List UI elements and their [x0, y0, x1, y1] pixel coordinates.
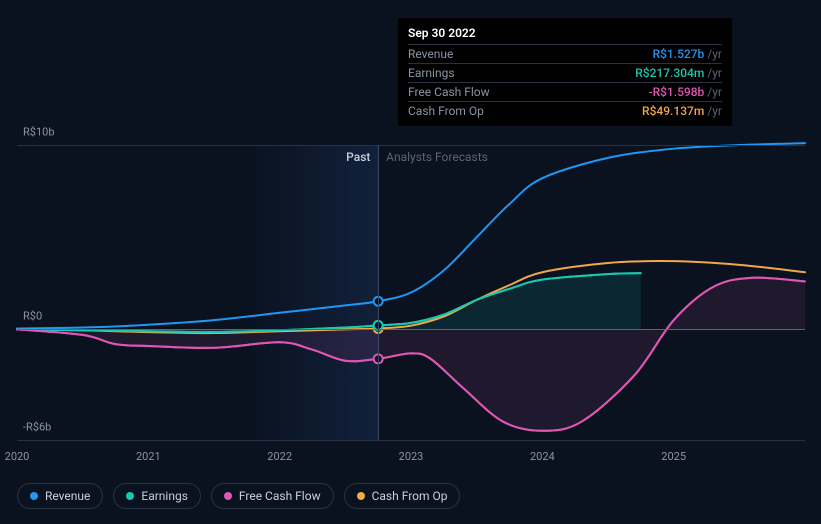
y-axis-label: -R$6b — [23, 421, 51, 434]
legend-item-earnings[interactable]: Earnings — [113, 483, 201, 509]
x-axis-label: 2021 — [136, 450, 161, 463]
x-axis-label: 2020 — [5, 450, 30, 463]
tooltip-unit: /yr — [707, 66, 722, 80]
chart-tooltip: Sep 30 2022 Revenue R$1.527b/yr Earnings… — [398, 18, 732, 126]
tooltip-metric-label: Free Cash Flow — [408, 85, 508, 99]
tooltip-metric-label: Earnings — [408, 66, 508, 80]
y-axis-label: R$0 — [23, 310, 42, 323]
tooltip-unit: /yr — [707, 85, 722, 99]
chart-svg — [17, 145, 805, 440]
tooltip-unit: /yr — [707, 47, 722, 61]
tooltip-date: Sep 30 2022 — [408, 24, 722, 44]
legend-dot-icon — [30, 492, 38, 500]
legend-dot-icon — [357, 492, 365, 500]
tooltip-metric-label: Cash From Op — [408, 104, 508, 118]
legend-item-revenue[interactable]: Revenue — [17, 483, 103, 509]
gridline — [17, 440, 805, 441]
legend-label: Free Cash Flow — [239, 489, 321, 503]
tooltip-metric-label: Revenue — [408, 47, 508, 61]
chart-legend: Revenue Earnings Free Cash Flow Cash From O… — [17, 483, 460, 509]
gridline — [17, 329, 805, 330]
current-date-line — [378, 145, 379, 440]
tooltip-metric-value: R$1.527b — [653, 47, 705, 61]
tooltip-row: Free Cash Flow -R$1.598b/yr — [408, 82, 722, 101]
forecast-label: Analysts Forecasts — [386, 150, 488, 164]
x-axis-label: 2025 — [661, 450, 686, 463]
x-axis-label: 2024 — [530, 450, 555, 463]
tooltip-row: Earnings R$217.304m/yr — [408, 63, 722, 82]
legend-label: Cash From Op — [372, 489, 448, 503]
tooltip-metric-value: R$49.137m — [642, 104, 704, 118]
x-axis-label: 2022 — [267, 450, 292, 463]
y-axis-label: R$10b — [23, 126, 55, 139]
legend-dot-icon — [224, 492, 232, 500]
x-axis-label: 2023 — [399, 450, 424, 463]
tooltip-row: Cash From Op R$49.137m/yr — [408, 101, 722, 120]
legend-dot-icon — [126, 492, 134, 500]
tooltip-row: Revenue R$1.527b/yr — [408, 44, 722, 63]
chart-plot-area: R$10bR$0-R$6bPastAnalysts Forecasts — [17, 145, 805, 440]
legend-item-cfo[interactable]: Cash From Op — [344, 483, 461, 509]
legend-item-fcf[interactable]: Free Cash Flow — [211, 483, 334, 509]
legend-label: Revenue — [45, 489, 90, 503]
tooltip-unit: /yr — [707, 104, 722, 118]
tooltip-metric-value: -R$1.598b — [648, 85, 704, 99]
legend-label: Earnings — [141, 489, 188, 503]
tooltip-metric-value: R$217.304m — [635, 66, 704, 80]
past-label: Past — [346, 150, 370, 164]
